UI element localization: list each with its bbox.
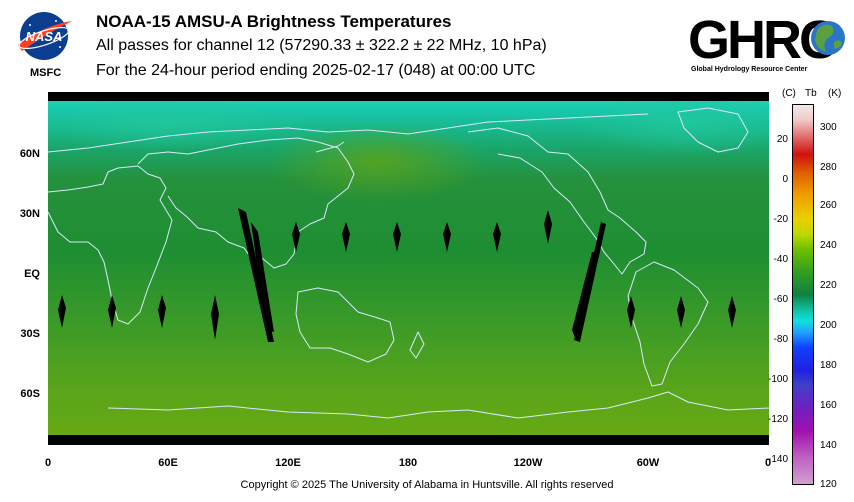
lon-label-0: 0 (44, 457, 52, 469)
lon-label-60e: 60E (158, 457, 178, 469)
colorbar-k-tick-280: 280 (820, 162, 837, 173)
colorbar-k-tick-260: 260 (820, 200, 837, 211)
ghrc-logo: GHRC Global Hydrology Resource Center (688, 8, 848, 78)
colorbar-k-tick-200: 200 (820, 320, 837, 331)
lon-label-180: 180 (398, 457, 418, 469)
lat-label-60n: 60N (19, 148, 40, 160)
lon-label-120e: 120E (275, 457, 301, 469)
lat-label-30n: 30N (19, 208, 40, 220)
colorbar-c-tick-minus60: -60 (773, 294, 788, 305)
colorbar-unit-kelvin: (K) (828, 88, 842, 99)
colorbar-k-tick-160: 160 (820, 400, 837, 411)
colorbar-c-tick-minus120: -120 (767, 414, 788, 425)
page-title: NOAA-15 AMSU-A Brightness Temperatures (96, 12, 452, 31)
period-subtitle: For the 24-hour period ending 2025-02-17… (96, 62, 536, 79)
colorbar-k-tick-220: 220 (820, 280, 837, 291)
colorbar-c-tick-minus80: -80 (773, 334, 788, 345)
colorbar-c-tick-0: 0 (782, 174, 788, 185)
colorbar-c-tick-20: 20 (776, 134, 788, 145)
svg-text:NASA: NASA (26, 29, 63, 44)
colorbar-c-tick-minus140: -140 (767, 454, 788, 465)
colorbar-c-tick-minus20: -20 (773, 214, 788, 225)
colorbar-k-tick-140: 140 (820, 440, 837, 451)
colorbar-k-tick-180: 180 (820, 360, 837, 371)
copyright-footer: Copyright © 2025 The University of Alaba… (240, 479, 614, 491)
lon-label-60w: 60W (636, 457, 660, 469)
lat-label-60s: 60S (20, 388, 40, 400)
brightness-temperature-map (28, 87, 798, 445)
colorbar-unit-tb: Tb (805, 88, 817, 99)
lon-label-120w: 120W (513, 457, 543, 469)
colorbar-c-tick-minus100: -100 (767, 374, 788, 385)
colorbar (792, 104, 814, 485)
nasa-logo: NASA (14, 11, 74, 61)
colorbar-k-tick-240: 240 (820, 240, 837, 251)
msfc-label: MSFC (30, 67, 62, 79)
ghrc-tagline: Global Hydrology Resource Center (691, 66, 808, 73)
colorbar-k-tick-300: 300 (820, 122, 837, 133)
colorbar-k-tick-120: 120 (820, 479, 837, 490)
lat-label-eq: EQ (24, 268, 40, 280)
colorbar-unit-celsius: (C) (782, 88, 796, 99)
colorbar-c-tick-minus40: -40 (773, 254, 788, 265)
lon-label-0-east: 0 (764, 457, 772, 469)
lat-label-30s: 30S (20, 328, 40, 340)
channel-subtitle: All passes for channel 12 (57290.33 ± 32… (96, 37, 547, 54)
